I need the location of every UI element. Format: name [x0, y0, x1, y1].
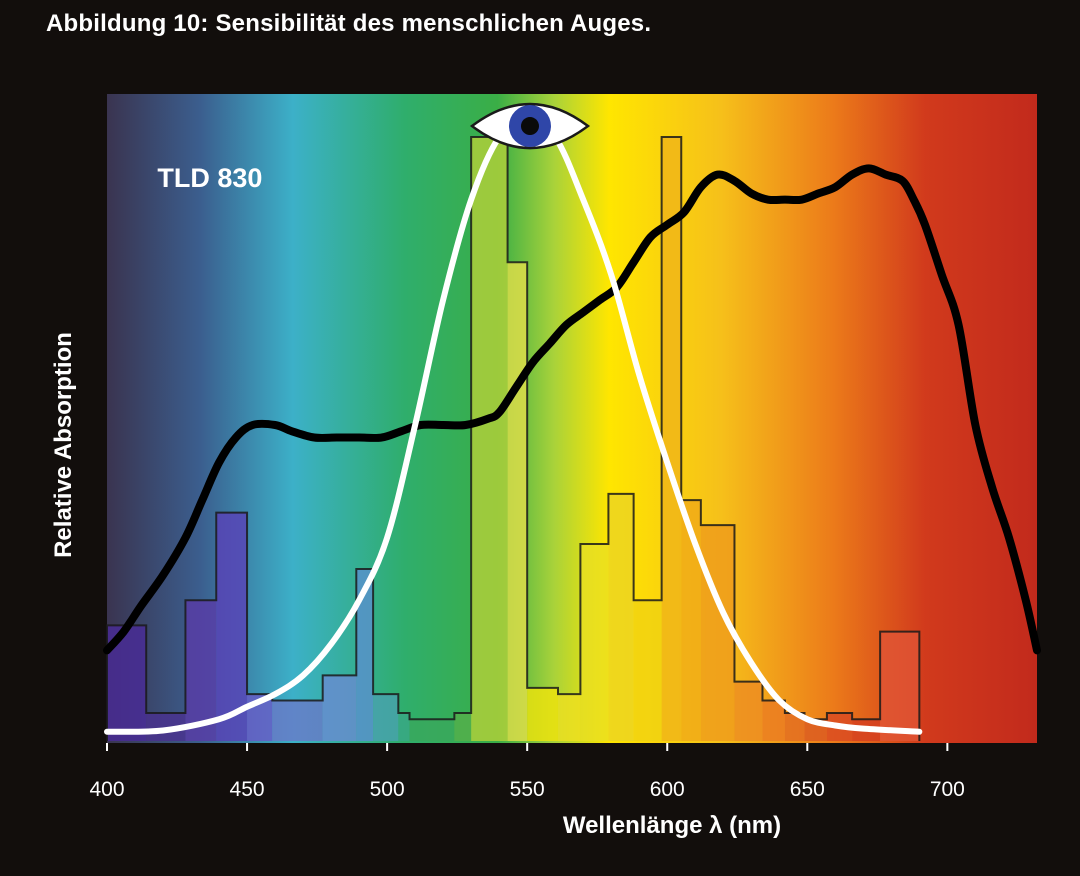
x-tick-label: 550: [510, 778, 545, 801]
chart-annotations: TLD 830: [157, 163, 262, 193]
spectrum-bar: [507, 262, 528, 741]
x-axis-ticks: 400 450 500 550 600 650 700: [89, 743, 965, 801]
spectrum-bar: [608, 493, 634, 741]
spectrum-bar: [557, 694, 581, 741]
spectrum-bar: [784, 712, 805, 741]
x-axis-label: Wellenlänge λ (nm): [562, 812, 782, 839]
eye-pupil: [520, 117, 539, 136]
spectrum-bar: [734, 681, 763, 741]
spectrum-bar: [185, 600, 217, 741]
spectrum-bar: [661, 137, 682, 742]
x-tick-label: 400: [89, 778, 124, 801]
eye-icon: [469, 102, 591, 150]
figure-title: Abbildung 10: Sensibilität des menschlic…: [46, 10, 652, 37]
spectrum-bar: [633, 600, 662, 741]
spectrum-bar: [216, 512, 248, 741]
spectrum-bar: [398, 712, 410, 741]
spectrum-bar: [762, 700, 785, 741]
spectrum-bar: [409, 719, 455, 741]
spectrum-bar: [272, 700, 323, 741]
y-axis-label: Relative Absorption: [50, 332, 77, 558]
spectrum-bar-outline: [106, 136, 921, 741]
spectrum-bar: [454, 712, 472, 741]
spectrum-bar: [880, 631, 920, 741]
x-tick-label: 450: [230, 778, 265, 801]
spectrum-bar: [373, 694, 399, 741]
x-tick-label: 650: [790, 778, 825, 801]
spectrum-bar: [681, 500, 701, 741]
spectrum-bar: [580, 543, 609, 741]
spectrum-bar: [700, 525, 735, 741]
x-tick-label: 700: [930, 778, 965, 801]
spectrum-bar: [527, 687, 558, 741]
x-tick-label: 600: [650, 778, 685, 801]
spectrum-bar: [322, 675, 357, 741]
spectrum-bar: [471, 137, 508, 742]
x-tick-label: 500: [370, 778, 405, 801]
tld830-spectrum-bars: [106, 136, 921, 742]
lamp-type-label: TLD 830: [157, 163, 262, 193]
spectrum-bar: [356, 568, 374, 741]
